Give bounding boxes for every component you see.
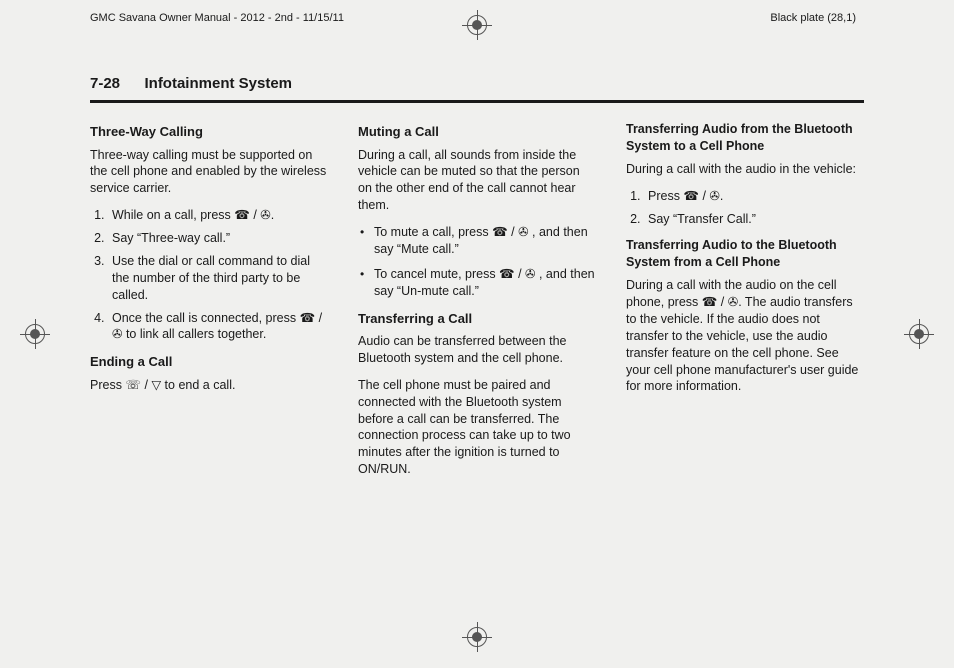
registration-mark-top — [462, 10, 492, 40]
page-number: 7-28 — [90, 75, 120, 92]
registration-mark-bottom — [462, 622, 492, 652]
para: The cell phone must be paired and connec… — [358, 377, 596, 478]
heading-ending-call: Ending a Call — [90, 353, 328, 371]
list-item: Say “Three-way call.” — [108, 230, 328, 247]
heading-three-way: Three-Way Calling — [90, 123, 328, 141]
doc-meta-right: Black plate (28,1) — [770, 12, 856, 24]
list-item: To mute a call, press ☎ / ✇ , and then s… — [358, 224, 596, 258]
para: During a call with the audio on the cell… — [626, 277, 864, 395]
registration-mark-right — [904, 319, 934, 349]
heading-transferring: Transferring a Call — [358, 310, 596, 328]
column-3: Transferring Audio from the Bluetooth Sy… — [626, 121, 864, 488]
list-item: Once the call is connected, press ☎ / ✇ … — [108, 310, 328, 344]
steps-transfer: Press ☎ / ✇. Say “Transfer Call.” — [644, 188, 864, 228]
column-2: Muting a Call During a call, all sounds … — [358, 121, 596, 488]
list-item: Use the dial or call command to dial the… — [108, 253, 328, 304]
content-columns: Three-Way Calling Three-way calling must… — [90, 121, 864, 488]
para: Audio can be transferred between the Blu… — [358, 333, 596, 367]
heading-muting: Muting a Call — [358, 123, 596, 141]
heading-transfer-from-bt: Transferring Audio from the Bluetooth Sy… — [626, 121, 864, 155]
page-header: 7-28 Infotainment System — [90, 75, 864, 103]
doc-meta-left: GMC Savana Owner Manual - 2012 - 2nd - 1… — [90, 12, 344, 24]
para: Press ☏ / ▽ to end a call. — [90, 377, 328, 394]
list-item: While on a call, press ☎ / ✇. — [108, 207, 328, 224]
list-item: Press ☎ / ✇. — [644, 188, 864, 205]
para: During a call, all sounds from inside th… — [358, 147, 596, 215]
registration-mark-left — [20, 319, 50, 349]
column-1: Three-Way Calling Three-way calling must… — [90, 121, 328, 488]
para: During a call with the audio in the vehi… — [626, 161, 864, 178]
para: Three-way calling must be supported on t… — [90, 147, 328, 198]
section-title: Infotainment System — [144, 75, 292, 92]
list-item: To cancel mute, press ☎ / ✇ , and then s… — [358, 266, 596, 300]
heading-transfer-to-bt: Transferring Audio to the Bluetooth Syst… — [626, 237, 864, 271]
steps-three-way: While on a call, press ☎ / ✇. Say “Three… — [108, 207, 328, 343]
bullets-muting: To mute a call, press ☎ / ✇ , and then s… — [358, 224, 596, 300]
list-item: Say “Transfer Call.” — [644, 211, 864, 228]
page-body: 7-28 Infotainment System Three-Way Calli… — [90, 75, 864, 488]
